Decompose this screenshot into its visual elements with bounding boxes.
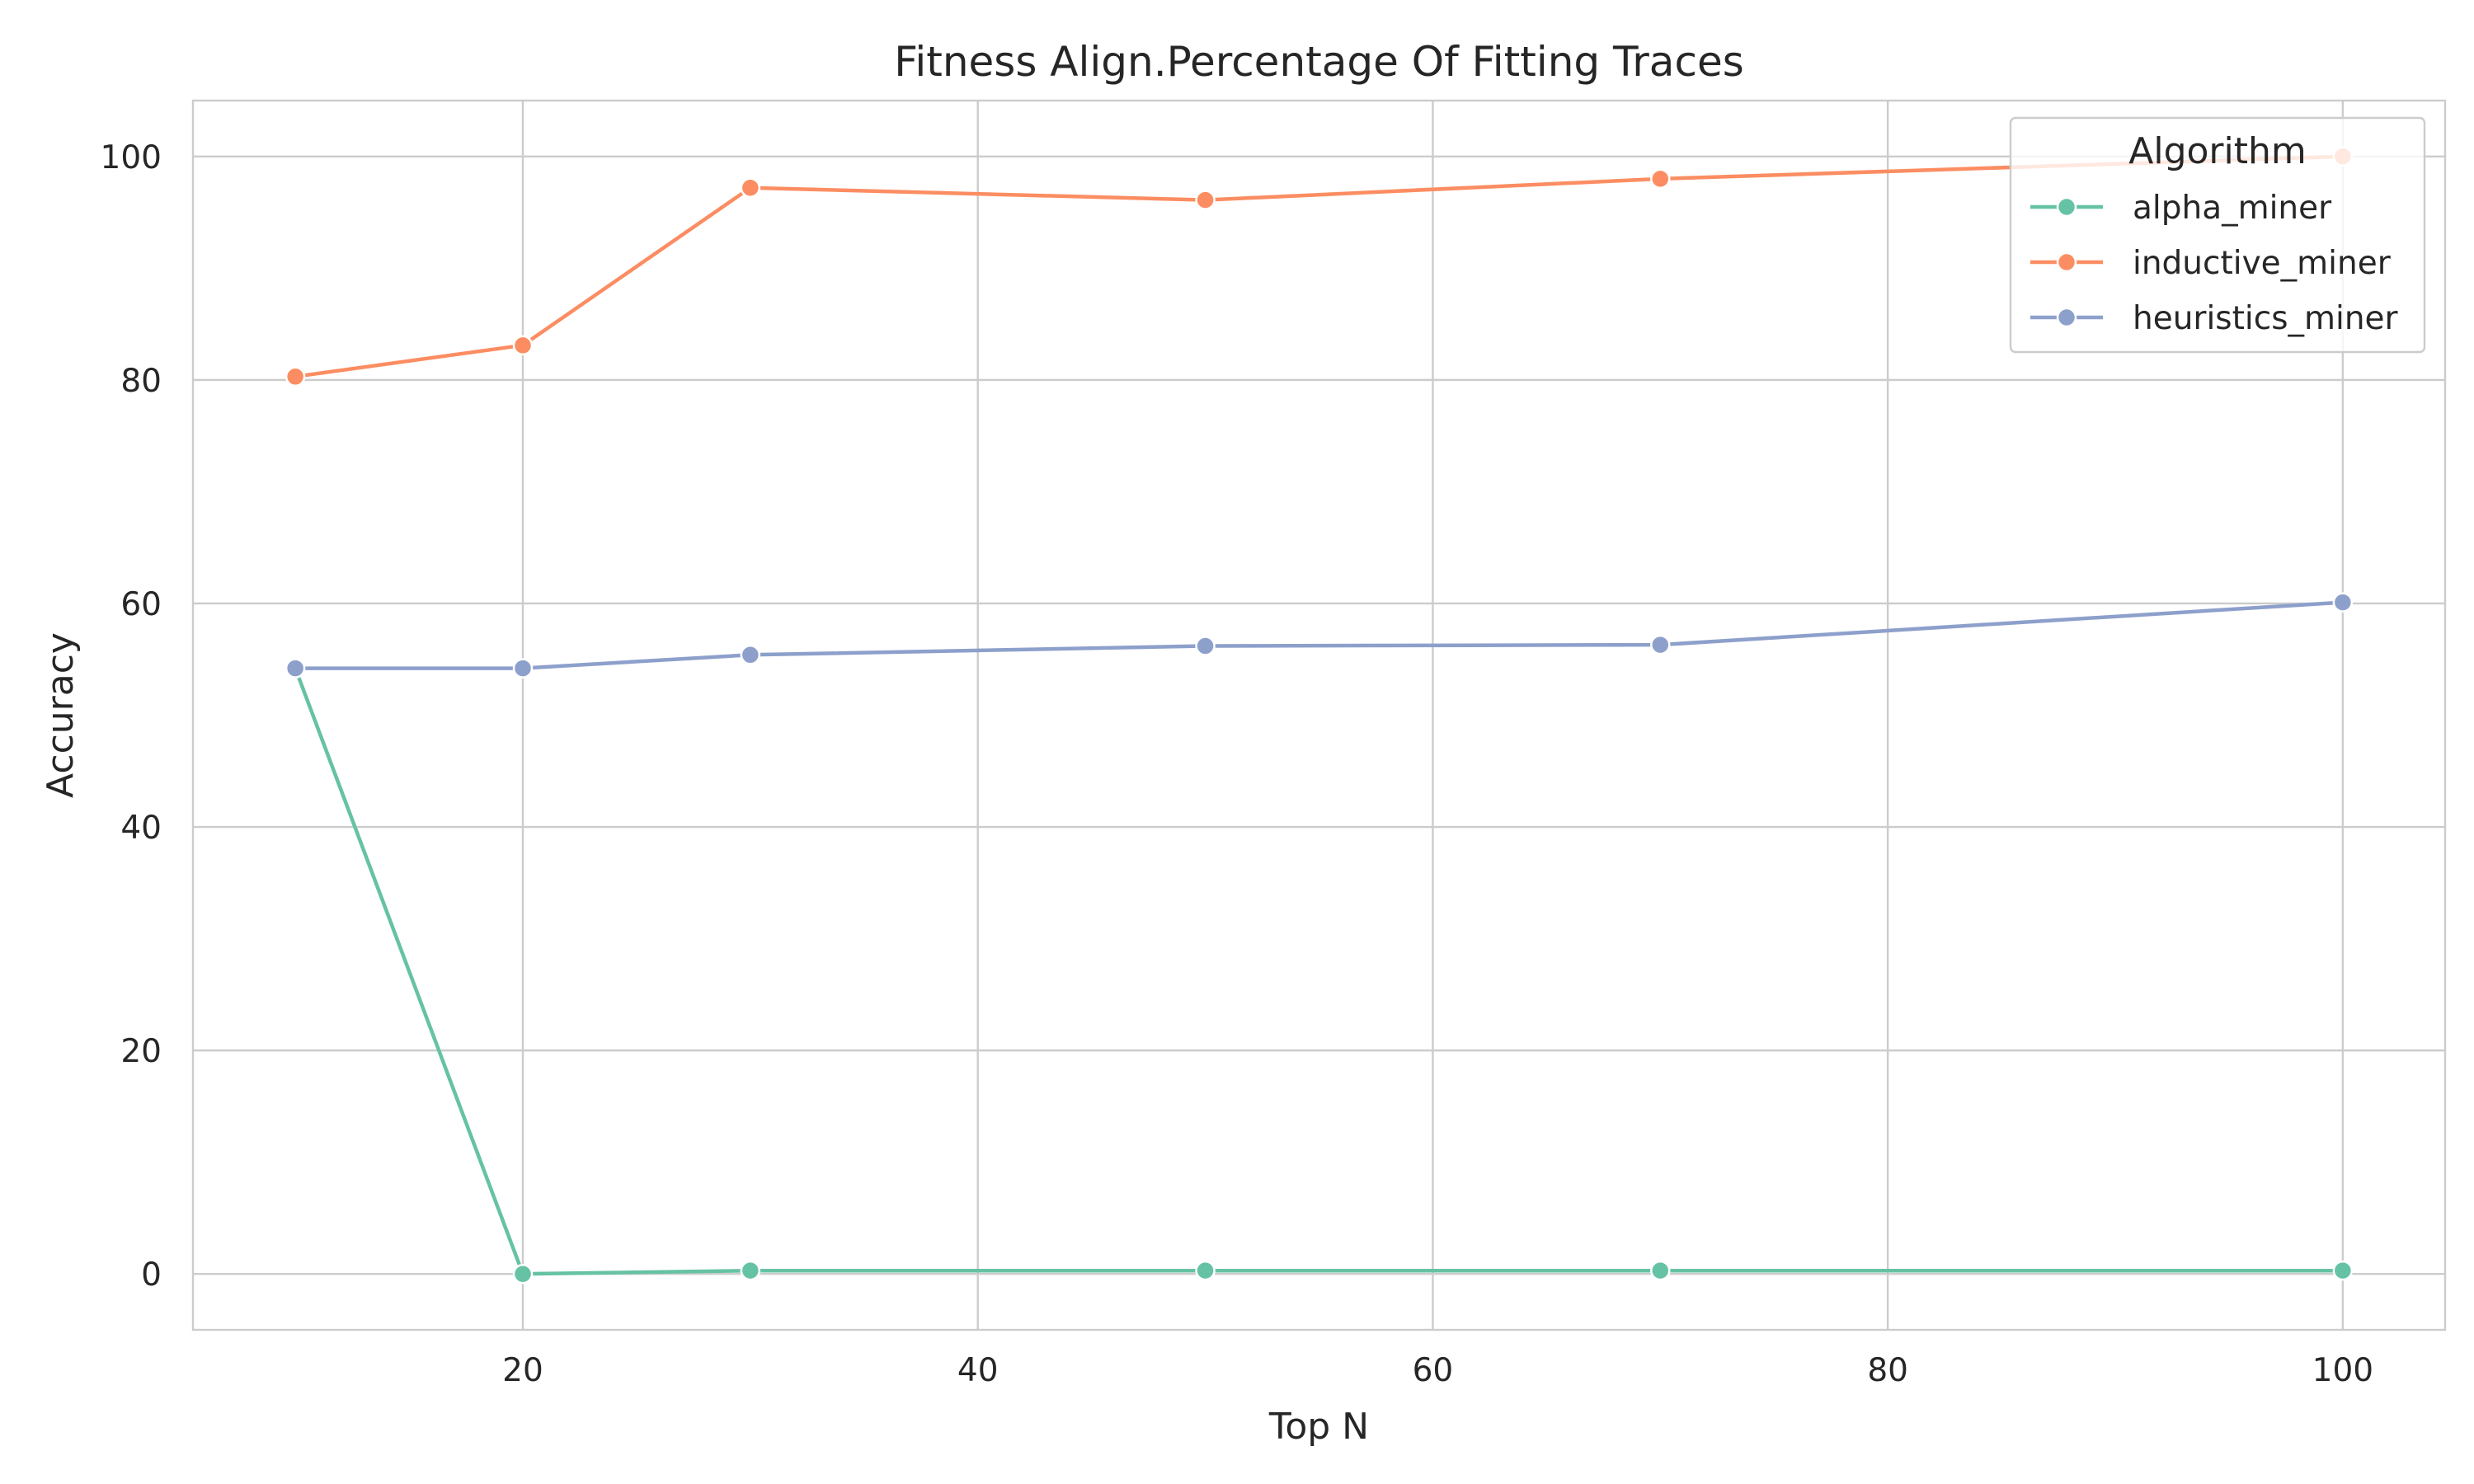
series-line-inductive_miner: [293, 154, 2345, 379]
y-tick-label: 20: [120, 1033, 162, 1070]
x-tick-label: 100: [2312, 1352, 2373, 1389]
data-point-inductive_miner: [1650, 168, 1671, 190]
x-axis-label: Top N: [1268, 1406, 1369, 1448]
plot-frame: [191, 99, 2447, 1331]
data-point-alpha_miner: [2332, 1260, 2354, 1281]
chart-title: Fitness Align.Percentage Of Fitting Trac…: [894, 38, 1744, 86]
data-point-inductive_miner: [512, 335, 534, 356]
data-point-alpha_miner: [740, 1260, 761, 1281]
series-heuristics_miner: [285, 592, 2354, 679]
data-point-heuristics_miner: [740, 645, 761, 665]
y-tick-labels: 0 20 40 60 80 100: [101, 139, 162, 1294]
x-tick-labels: 20 40 60 80 100: [502, 1352, 2373, 1389]
y-tick-label: 60: [120, 586, 162, 623]
y-tick-label: 80: [120, 363, 162, 400]
legend-title: Algorithm: [2128, 130, 2307, 172]
legend-label-alpha_miner: alpha_miner: [2133, 190, 2332, 227]
legend-marker-inductive_miner: [2056, 251, 2077, 273]
y-axis-label: Accuracy: [40, 632, 82, 798]
x-tick-label: 80: [1867, 1352, 1908, 1389]
y-tick-label: 100: [101, 139, 162, 176]
data-point-alpha_miner: [512, 1263, 534, 1284]
y-tick-label: 0: [141, 1256, 162, 1294]
legend-label-heuristics_miner: heuristics_miner: [2133, 300, 2399, 337]
legend-item-heuristics_miner: heuristics_miner: [2030, 300, 2399, 337]
legend-label-inductive_miner: inductive_miner: [2133, 245, 2392, 282]
data-point-alpha_miner: [1195, 1260, 1216, 1281]
data-point-heuristics_miner: [1195, 636, 1216, 656]
legend-items: alpha_miner inductive_miner heuristics_min…: [2030, 190, 2399, 337]
legend-marker-alpha_miner: [2056, 196, 2077, 218]
series-line-heuristics_miner: [293, 600, 2345, 670]
legend-marker-heuristics_miner: [2056, 307, 2077, 328]
data-point-inductive_miner: [740, 177, 761, 198]
data-point-alpha_miner: [1650, 1260, 1671, 1281]
data-point-inductive_miner: [1195, 190, 1216, 210]
legend-item-alpha_miner: alpha_miner: [2030, 190, 2332, 227]
y-tick-label: 40: [120, 810, 162, 847]
legend-box: [2009, 116, 2426, 354]
data-point-heuristics_miner: [512, 658, 534, 679]
legend: Algorithm alpha_miner inductive_minerheur…: [2009, 116, 2426, 354]
data-point-heuristics_miner: [285, 658, 306, 679]
x-tick-label: 40: [957, 1352, 999, 1389]
data-point-heuristics_miner: [2332, 592, 2354, 613]
x-tick-label: 60: [1413, 1352, 1454, 1389]
legend-item-inductive_miner: inductive_miner: [2030, 245, 2392, 282]
x-tick-label: 20: [502, 1352, 543, 1389]
series-line-alpha_miner: [293, 666, 2345, 1276]
data-point-heuristics_miner: [1650, 634, 1671, 655]
data-point-inductive_miner: [285, 366, 306, 387]
